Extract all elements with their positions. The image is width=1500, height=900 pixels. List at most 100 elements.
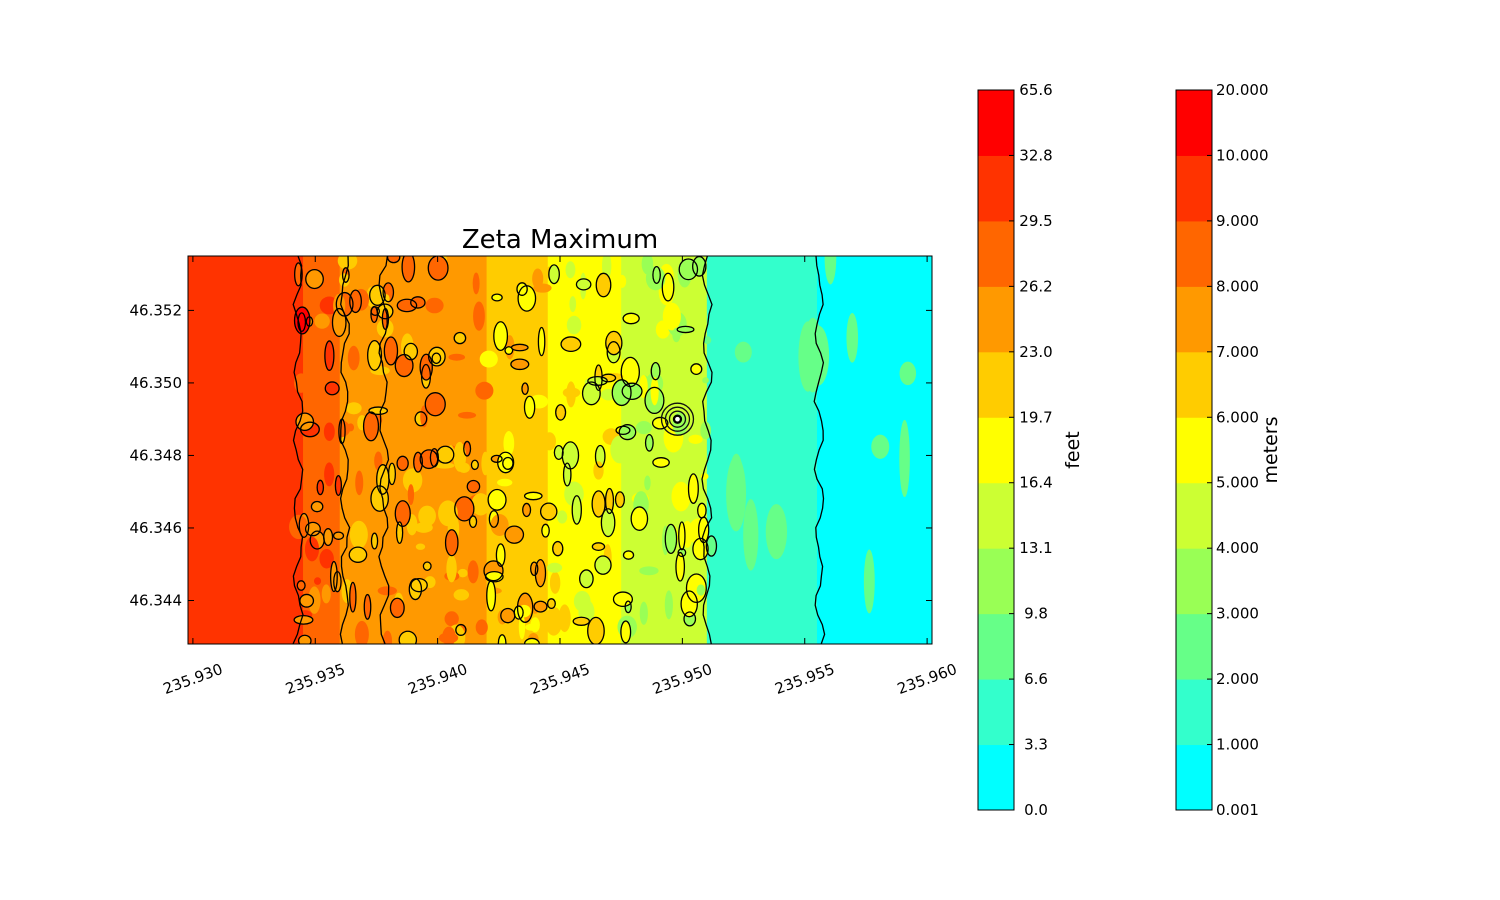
contour-patch [697, 503, 707, 518]
contour-patch [445, 529, 458, 556]
contour-line [500, 607, 516, 624]
contour-line [453, 331, 467, 345]
contour-line [516, 592, 534, 623]
contour-line [705, 535, 718, 557]
contour-patch [587, 617, 605, 644]
contour-patch [475, 381, 494, 400]
contour-patch [579, 272, 587, 300]
contour-patch [696, 584, 706, 596]
colorbar-segment [1176, 613, 1212, 680]
colorbar-tick-label: 3.3 [1024, 736, 1048, 754]
contour-line [298, 512, 310, 538]
contour-line [348, 546, 368, 563]
colorbar-tick-label: 29.5 [1019, 212, 1052, 230]
contour-patch [486, 580, 496, 611]
x-tick-label: 235.930 [161, 660, 225, 698]
contour-line [541, 523, 550, 538]
contour-line [555, 404, 567, 421]
y-tick-label: 46.344 [130, 591, 183, 609]
contour-line [571, 495, 582, 525]
colorbar-tick-label: 19.7 [1019, 408, 1052, 426]
contour-patch [729, 453, 743, 498]
contour-patch [349, 582, 356, 612]
contour-patch [846, 312, 859, 363]
colorbar-tick-label: 0.001 [1216, 801, 1259, 819]
colorbar-segment [1176, 220, 1212, 287]
contour-line [579, 569, 594, 589]
contour-line [517, 285, 537, 312]
contour-line [341, 267, 350, 283]
contour-patch [415, 543, 426, 550]
contour-patch [399, 631, 417, 644]
contour-line [572, 616, 591, 626]
contour-patch [496, 543, 505, 567]
contour-line [339, 256, 351, 644]
contour-patch [491, 294, 503, 301]
contour-patch [899, 361, 917, 386]
contour-patch [681, 591, 698, 617]
contour-patch [546, 562, 563, 573]
contour-line [522, 502, 532, 518]
contour-patch [650, 377, 659, 406]
colorbar-segment [1176, 482, 1212, 549]
contour-ring [664, 406, 691, 432]
contour-line [483, 560, 504, 582]
colorbar-tick-label: 65.6 [1019, 81, 1052, 99]
contour-patch [547, 598, 556, 609]
contour-line [370, 532, 379, 550]
contour-line [316, 479, 325, 496]
contour-line [510, 358, 530, 371]
contour-patch [554, 445, 564, 460]
colorbar-tick-label: 20.000 [1216, 81, 1269, 99]
contour-line [611, 379, 632, 407]
contour-line [367, 339, 383, 371]
contour-patch [652, 457, 670, 468]
contour-line [333, 570, 342, 593]
colorbar-tick-label: 32.8 [1019, 146, 1052, 164]
contour-patch [402, 468, 423, 493]
contour-patch [308, 586, 321, 614]
contour-patch [677, 326, 694, 333]
contour-patch [294, 615, 313, 625]
plot-area [188, 256, 932, 644]
contour-patch [572, 495, 582, 525]
contour-patch [453, 441, 467, 472]
contour-line [678, 521, 686, 551]
contour-patch [566, 381, 576, 408]
contour-patch [349, 547, 367, 563]
contour-ring [672, 414, 683, 424]
contour-patch [347, 345, 360, 371]
contour-patch [734, 341, 752, 363]
contour-line [310, 500, 324, 513]
contour-patch [505, 346, 513, 355]
contour-line [410, 577, 428, 593]
contour-patch [623, 550, 634, 560]
colorbar-segment [978, 155, 1014, 222]
contour-line [606, 341, 621, 364]
contour-patch [565, 261, 576, 279]
contour-patch [289, 514, 309, 540]
contour-line [383, 336, 399, 366]
contour-line [661, 272, 675, 302]
contour-patch [390, 598, 405, 618]
contour-patch [397, 456, 409, 471]
contour-line [349, 581, 357, 613]
contour-line [335, 291, 354, 317]
contour-line [488, 510, 500, 528]
contour-patch [395, 500, 411, 527]
contour-line [486, 580, 497, 612]
contour-patch [549, 571, 561, 594]
contour-line [504, 346, 514, 355]
contour-line [332, 531, 345, 540]
contour-patch [765, 504, 788, 560]
contour-line [324, 340, 335, 371]
heat-zone-7 [706, 256, 818, 644]
contour-line [687, 473, 699, 504]
contour-patch [363, 412, 379, 441]
contour-patch [511, 344, 529, 351]
contour-patch [592, 542, 605, 551]
contour-line [685, 573, 707, 604]
contour-patch [579, 569, 594, 588]
contour-patch [524, 492, 543, 500]
contour-patch [552, 541, 563, 556]
